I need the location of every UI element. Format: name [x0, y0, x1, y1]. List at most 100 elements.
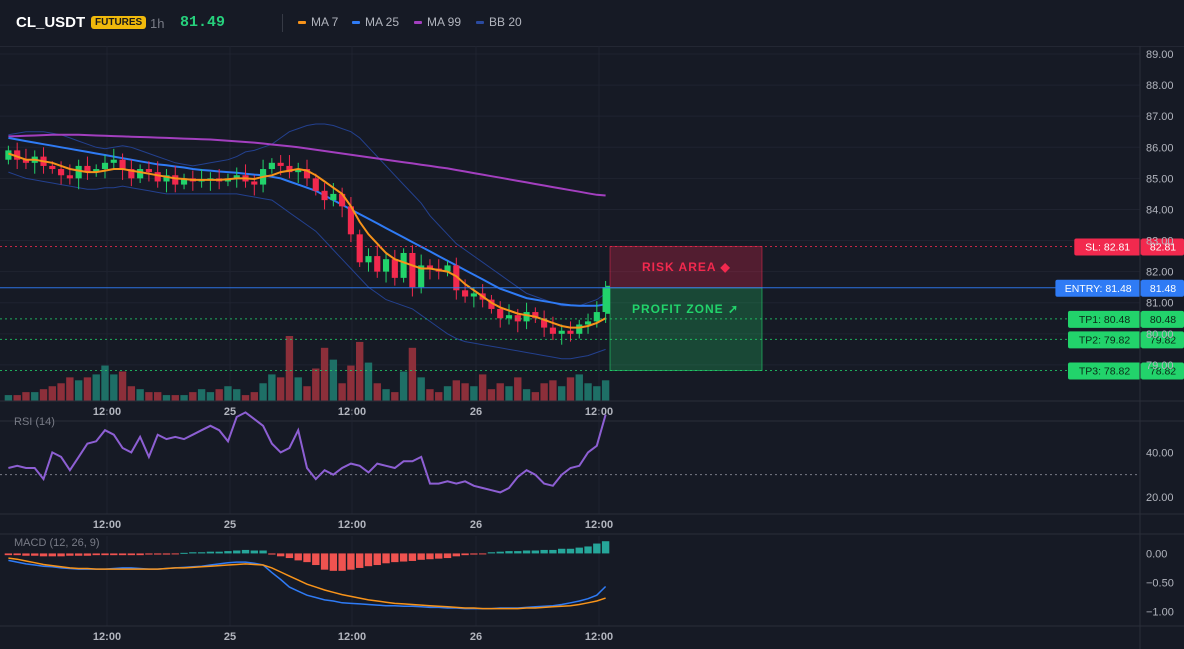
risk-area-label: RISK AREA ◆ — [642, 260, 731, 274]
macd-histogram-bar — [145, 553, 153, 555]
candle-body — [453, 265, 460, 291]
macd-tick-label: 0.00 — [1146, 548, 1167, 560]
volume-bar — [215, 389, 223, 401]
volume-bar — [417, 377, 425, 401]
volume-bar — [426, 389, 434, 401]
volume-bar — [83, 377, 92, 401]
time-tick-label: 25 — [224, 519, 236, 531]
volume-bar — [13, 395, 21, 401]
legend-bb20[interactable]: BB 20 — [476, 15, 522, 29]
axis-level-text: 78.82 — [1150, 366, 1176, 378]
volume-bar — [549, 380, 557, 401]
time-tick-label: 12:00 — [93, 631, 121, 643]
candle-body — [514, 315, 521, 322]
volume-bar — [92, 374, 100, 401]
volume-bar — [233, 389, 241, 401]
volume-bar — [259, 383, 267, 401]
volume-bar — [478, 374, 487, 401]
candle-body — [312, 178, 319, 191]
timeframe-label[interactable]: 1h — [150, 16, 165, 31]
candle-body — [584, 321, 592, 325]
time-tick-label: 12:00 — [338, 631, 366, 643]
volume-bar — [408, 347, 417, 401]
legend-ma7[interactable]: MA 7 — [298, 15, 338, 29]
risk-area-zone — [609, 245, 763, 289]
macd-histogram-bar — [540, 549, 548, 554]
price-tick-label: 85.00 — [1146, 173, 1174, 185]
candle-body — [497, 308, 504, 319]
volume-bar — [189, 392, 197, 401]
legend-ma99[interactable]: MA 99 — [414, 15, 461, 29]
macd-histogram-bar — [364, 553, 373, 567]
volume-bar — [4, 395, 13, 401]
rsi-line — [8, 411, 607, 494]
candle-body — [286, 165, 293, 173]
price-tick-label: 80.00 — [1146, 329, 1174, 341]
volume-bar — [31, 392, 39, 401]
last-candle-marker — [606, 285, 610, 314]
macd-histogram-bar — [250, 550, 258, 554]
volume-bar — [382, 389, 390, 401]
macd-pane[interactable]: MACD (12, 26, 9) 0.00 −0.50 −1.00 12:00 25 12:… — [0, 536, 1184, 643]
macd-histogram-bar — [320, 553, 329, 570]
candle-body — [391, 259, 398, 278]
level-tag-text: TP3: 78.82 — [1079, 366, 1131, 378]
candle-body — [567, 330, 574, 334]
volume-bar — [48, 386, 56, 401]
volume-bar — [399, 371, 408, 401]
level-tag-text: ENTRY: 81.48 — [1065, 283, 1132, 295]
macd-histogram-bar — [162, 553, 171, 555]
macd-histogram-bar — [382, 553, 390, 564]
macd-histogram-bar — [505, 551, 513, 554]
macd-histogram-bar — [373, 553, 381, 566]
ma25-line — [8, 136, 606, 307]
macd-histogram-bar — [575, 547, 583, 554]
candle-body — [365, 256, 372, 263]
symbol-name[interactable]: CL_USDT — [16, 14, 86, 31]
macd-histogram-bar — [443, 553, 452, 559]
volume-bar — [206, 392, 215, 401]
macd-histogram-bar — [452, 553, 460, 557]
volume-bar — [268, 374, 276, 401]
profit-zone — [609, 287, 763, 372]
macd-signal-line — [8, 557, 606, 610]
level-tag — [1068, 310, 1141, 328]
price-tick-label: 88.00 — [1146, 80, 1174, 92]
candle-body — [602, 287, 609, 313]
price-tick-label: 89.00 — [1146, 49, 1174, 61]
candle-body — [119, 159, 126, 170]
level-tag — [1068, 331, 1141, 349]
volume-bar — [470, 386, 478, 401]
time-tick-label: 12:00 — [585, 631, 613, 643]
macd-histogram-bar — [601, 541, 610, 554]
candle-body — [49, 165, 56, 170]
candle-body — [330, 193, 337, 201]
price-pane[interactable]: RISK AREA ◆ PROFIT ZONE ➚ SL: 82.81 82.81 EN… — [0, 46, 1184, 649]
rsi-pane[interactable]: RSI (14) 40.00 20.00 12:00 25 12:00 26 12:00 — [0, 408, 1184, 535]
volume-bar — [110, 374, 118, 401]
axis-level-tag — [1141, 279, 1184, 297]
volume-bar — [487, 389, 496, 401]
legend-ma25[interactable]: MA 25 — [352, 15, 399, 29]
volume-bar — [250, 392, 258, 401]
macd-histogram-bar — [241, 549, 250, 554]
macd-histogram-bar — [312, 553, 320, 566]
price-tick-label: 83.00 — [1146, 236, 1174, 248]
candle-body — [180, 178, 188, 185]
macd-histogram-bar — [110, 553, 118, 556]
legend-ma25-label: MA 25 — [365, 15, 400, 29]
level-tag — [1068, 362, 1141, 380]
price-tick-label: 84.00 — [1146, 204, 1174, 216]
level-tag — [1055, 279, 1141, 297]
candle-body — [233, 175, 240, 179]
header-divider — [282, 14, 283, 32]
volume-bar — [197, 389, 206, 401]
macd-histogram-bar — [487, 552, 496, 554]
volume-bar — [74, 380, 83, 401]
volume-bar — [593, 386, 601, 401]
chart-canvas[interactable]: RISK AREA ◆ PROFIT ZONE ➚ SL: 82.81 82.81 EN… — [0, 46, 1184, 649]
profit-zone-label: PROFIT ZONE ➚ — [632, 302, 739, 316]
ma7-line — [8, 152, 607, 329]
macd-histogram-bar — [294, 553, 302, 561]
volume-bar — [154, 392, 162, 401]
